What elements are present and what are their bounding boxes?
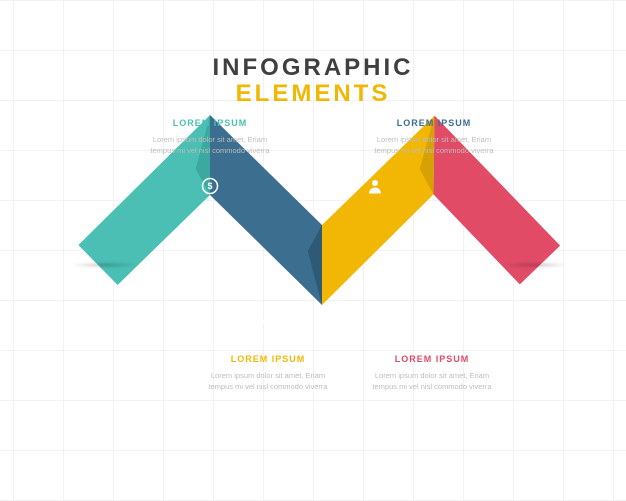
caption-heading: LOREM IPSUM <box>362 354 502 364</box>
svg-text:$: $ <box>207 181 212 191</box>
user-icon <box>366 177 386 197</box>
caption-heading: LOREM IPSUM <box>140 118 280 128</box>
caption-body: Lorem ipsum dolor sit amet, Eriam tempus… <box>364 134 504 157</box>
zigzag-ribbon <box>0 0 626 501</box>
ribbon-end-shadow <box>70 262 140 268</box>
dollar-icon: $ <box>201 177 221 197</box>
search-icon <box>423 309 443 329</box>
caption-body: Lorem ipsum dolor sit amet, Eriam tempus… <box>198 370 338 393</box>
caption-heading: LOREM IPSUM <box>364 118 504 128</box>
caption-block: LOREM IPSUM Lorem ipsum dolor sit amet, E… <box>362 354 502 393</box>
caption-block: LOREM IPSUM Lorem ipsum dolor sit amet, E… <box>140 118 280 157</box>
caption-heading: LOREM IPSUM <box>198 354 338 364</box>
caption-body: Lorem ipsum dolor sit amet, Eriam tempus… <box>362 370 502 393</box>
caption-block: LOREM IPSUM Lorem ipsum dolor sit amet, E… <box>198 354 338 393</box>
caption-body: Lorem ipsum dolor sit amet, Eriam tempus… <box>140 134 280 157</box>
bars-icon <box>259 309 279 329</box>
caption-block: LOREM IPSUM Lorem ipsum dolor sit amet, E… <box>364 118 504 157</box>
ribbon-end-shadow <box>500 262 570 268</box>
